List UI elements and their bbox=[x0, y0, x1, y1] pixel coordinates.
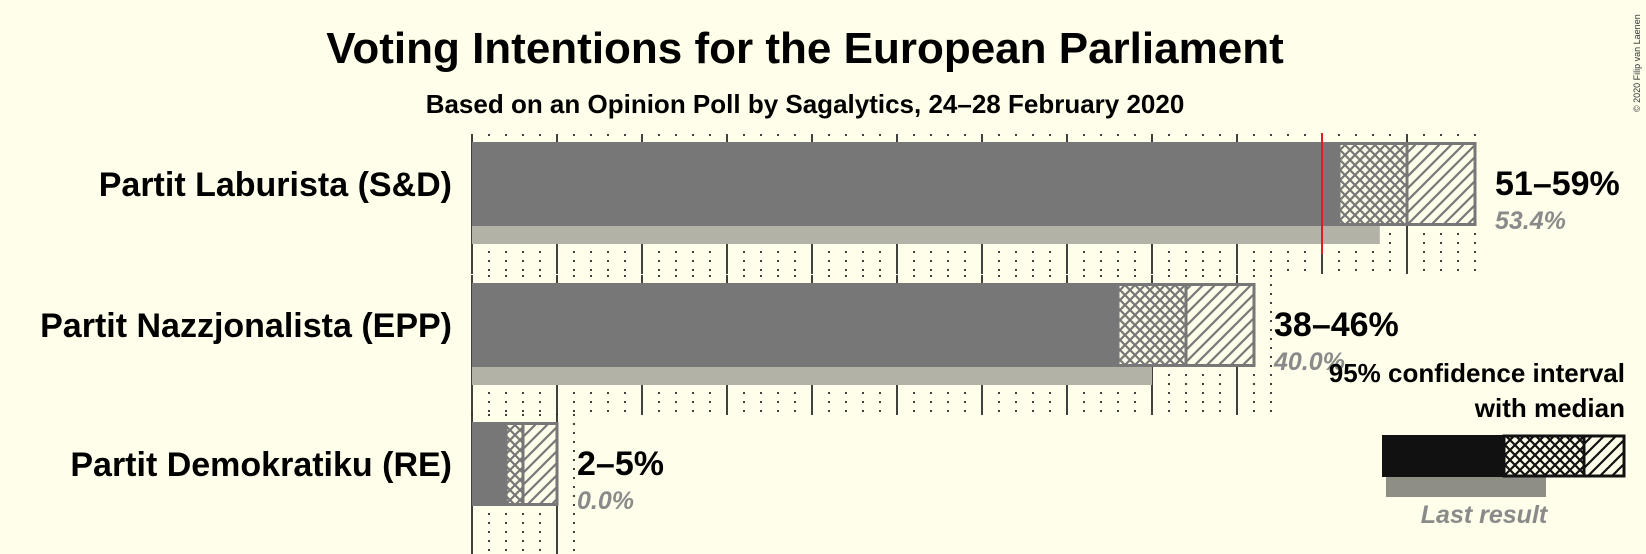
legend: 95% confidence interval with median Last… bbox=[1329, 358, 1626, 529]
bar-solid bbox=[472, 283, 1118, 367]
bar-ci-lower bbox=[504, 422, 525, 506]
bar-ci-upper bbox=[1405, 142, 1477, 226]
bar-ci-lower bbox=[1116, 283, 1188, 367]
range-label: 38–46% bbox=[1274, 306, 1399, 344]
party-label: Partit Laburista (S&D) bbox=[99, 166, 452, 204]
last-result-bar bbox=[472, 367, 1152, 385]
legend-solid-swatch bbox=[1382, 435, 1504, 477]
legend-heading-line-1: 95% confidence interval bbox=[1329, 358, 1625, 388]
last-result-label: 53.4% bbox=[1495, 207, 1566, 235]
legend-crosshatch-swatch bbox=[1502, 434, 1586, 478]
copyright-note: © 2020 Filip van Laenen bbox=[1632, 14, 1642, 112]
bar-ci-upper bbox=[521, 422, 559, 506]
chart-subtitle: Based on an Opinion Poll by Sagalytics, … bbox=[426, 89, 1185, 119]
last-result-label: 0.0% bbox=[577, 487, 634, 515]
labels-layer: Partit Laburista (S&D) 51–59% 53.4% Partit … bbox=[40, 165, 1620, 515]
bars-layer bbox=[472, 133, 1477, 506]
bar-ci-lower bbox=[1337, 142, 1409, 226]
chart-title: Voting Intentions for the European Parli… bbox=[326, 24, 1284, 73]
legend-heading-line-2: with median bbox=[1474, 393, 1625, 423]
range-label: 51–59% bbox=[1495, 165, 1620, 203]
last-result-label: 40.0% bbox=[1273, 348, 1345, 376]
party-label: Partit Demokratiku (RE) bbox=[70, 446, 452, 484]
legend-last-result-label: Last result bbox=[1421, 501, 1549, 529]
legend-last-result-swatch bbox=[1386, 476, 1546, 497]
legend-hatch-swatch bbox=[1582, 434, 1626, 478]
bar-solid bbox=[472, 142, 1339, 226]
bar-ci-upper bbox=[1184, 283, 1256, 367]
last-result-bar bbox=[472, 226, 1380, 244]
range-label: 2–5% bbox=[577, 445, 664, 483]
bar-solid bbox=[472, 422, 506, 506]
party-label: Partit Nazzjonalista (EPP) bbox=[40, 307, 452, 345]
